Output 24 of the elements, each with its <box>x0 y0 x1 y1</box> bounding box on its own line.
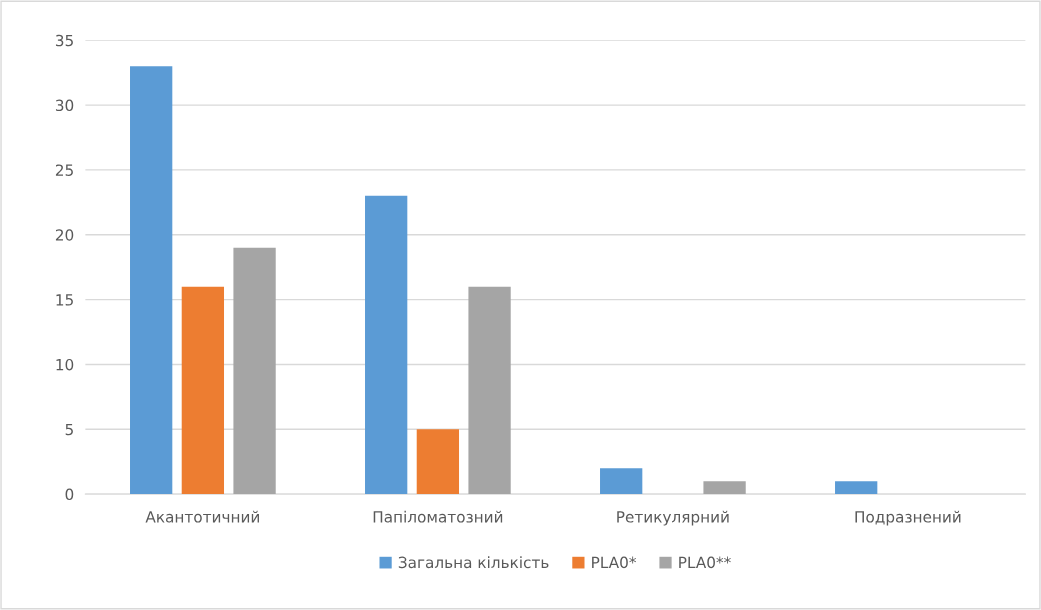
x-tick-label: Подразнений <box>855 510 961 526</box>
y-tick-label: 35 <box>55 34 73 47</box>
y-tick-label: 5 <box>65 423 73 436</box>
legend-label: Загальна кількість <box>398 556 549 569</box>
bar <box>416 429 460 495</box>
bar <box>365 195 408 495</box>
y-tick-label: 30 <box>55 99 74 112</box>
y-tick-label: 25 <box>55 164 73 176</box>
y-tick-label: 0 <box>65 488 74 501</box>
x-tick-label: Папіломатозний <box>373 510 503 523</box>
x-tick-label: Акантотичний <box>145 510 259 523</box>
bar <box>468 286 511 495</box>
bar <box>600 468 643 495</box>
y-tick-label: 10 <box>56 358 74 371</box>
y-tick-label: 20 <box>55 229 74 241</box>
bar <box>233 247 276 495</box>
x-tick-label: Ретикулярний <box>617 510 729 526</box>
legend-label: PLA0* <box>592 556 637 569</box>
bar <box>181 286 225 495</box>
bar <box>130 66 173 495</box>
legend-label: PLA0** <box>679 556 731 569</box>
y-tick-label: 15 <box>56 294 73 306</box>
bar <box>835 481 878 495</box>
bar <box>703 481 746 495</box>
